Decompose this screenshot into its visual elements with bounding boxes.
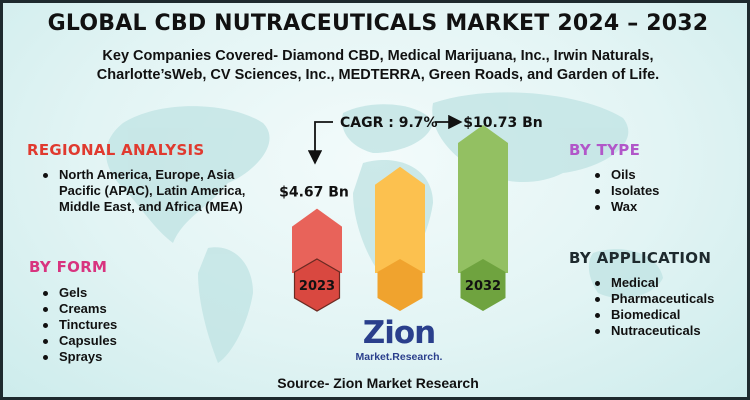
cagr-arrow-down xyxy=(307,121,333,165)
list-item: Creams xyxy=(39,301,199,317)
by-form-list: Gels Creams Tinctures Capsules Sprays xyxy=(39,285,199,365)
regional-analysis-list: North America, Europe, Asia Pacific (APA… xyxy=(39,167,259,215)
bar-base-hexagon xyxy=(293,258,341,312)
list-item: Oils xyxy=(591,167,731,183)
page-title: GLOBAL CBD NUTRACEUTICALS MARKET 2024 – … xyxy=(47,11,709,36)
source-note: Source- Zion Market Research xyxy=(277,375,479,391)
list-item: Tinctures xyxy=(39,317,199,333)
list-item: Isolates xyxy=(591,183,731,199)
by-application-list: Medical Pharmaceuticals Biomedical Nutra… xyxy=(591,275,747,339)
bar xyxy=(375,166,425,273)
subtitle-line: Charlotte’sWeb, CV Sciences, Inc., MEDTE… xyxy=(96,67,660,83)
list-item: Capsules xyxy=(39,333,199,349)
cagr-label: CAGR : 9.7% xyxy=(340,115,438,131)
category-label: 2023 xyxy=(299,279,335,294)
list-item: Sprays xyxy=(39,349,199,365)
list-item: Pharmaceuticals xyxy=(591,291,747,307)
list-item: Wax xyxy=(591,199,731,215)
value-label: $4.67 Bn xyxy=(279,185,349,201)
list-item: Gels xyxy=(39,285,199,301)
key-companies-subtitle: Key Companies Covered- Diamond CBD, Medi… xyxy=(43,47,713,85)
by-type-heading: BY TYPE xyxy=(569,141,641,159)
logo-tagline: Market.Research. xyxy=(355,351,443,363)
bar xyxy=(292,208,342,273)
value-label: $10.73 Bn xyxy=(463,115,543,131)
logo-wordmark: Zion xyxy=(362,315,436,351)
by-type-list: Oils Isolates Wax xyxy=(591,167,731,215)
bar-base-hexagon xyxy=(460,259,506,311)
bar-base-hexagon xyxy=(377,259,423,311)
regional-analysis-heading: REGIONAL ANALYSIS xyxy=(27,141,205,159)
list-item: Nutraceuticals xyxy=(591,323,747,339)
bar xyxy=(458,125,508,273)
by-form-heading: BY FORM xyxy=(29,258,108,276)
market-growth-chart: 2023 $4.67 Bn 2032 $10.73 Bn CAGR : 9.7% xyxy=(279,114,543,312)
subtitle-line: Key Companies Covered- Diamond CBD, Medi… xyxy=(102,48,654,64)
list-item: Biomedical xyxy=(591,307,747,323)
by-application-heading: BY APPLICATION xyxy=(569,249,712,267)
list-item: Medical xyxy=(591,275,747,291)
list-item: North America, Europe, Asia Pacific (APA… xyxy=(39,167,259,215)
zion-logo: Zion Market.Research. xyxy=(344,315,454,367)
category-label: 2032 xyxy=(465,279,501,294)
